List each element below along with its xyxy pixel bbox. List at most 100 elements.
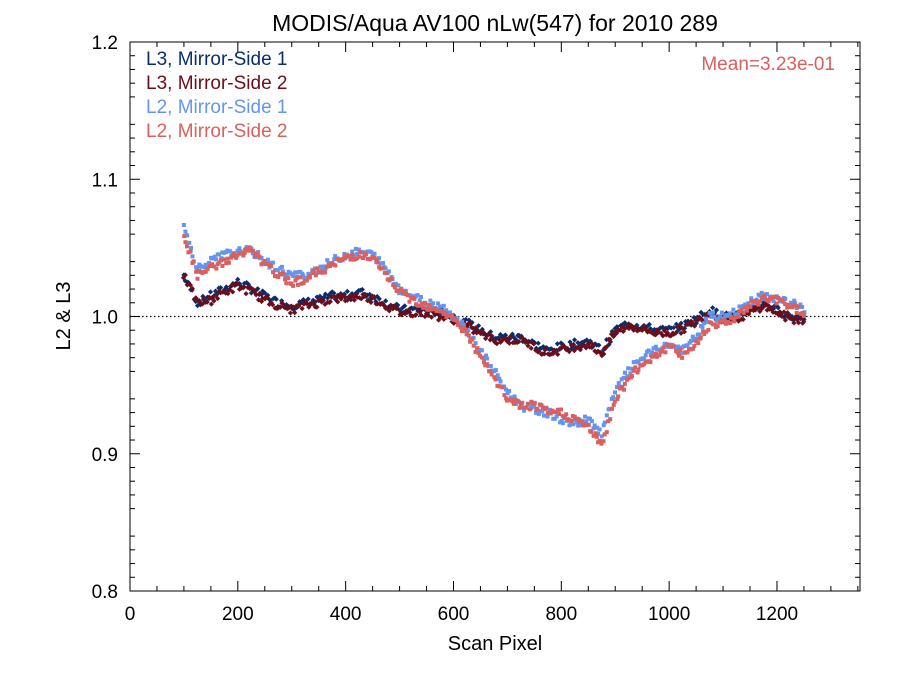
data-point [783,302,788,307]
data-point [412,296,417,301]
data-point [277,271,282,276]
data-point [512,394,517,399]
data-point [636,360,641,365]
data-point [541,351,548,357]
data-point [488,369,493,374]
data-point [540,409,545,414]
data-point [622,320,628,326]
data-point [332,257,337,262]
data-point [698,335,703,340]
data-point [304,278,309,283]
data-point [660,349,665,354]
data-point [456,323,461,328]
data-point [384,271,389,276]
data-point [431,301,436,306]
data-point [306,271,311,276]
data-point [561,344,568,350]
data-point [321,294,327,300]
data-point [306,304,312,310]
data-point [426,307,431,312]
data-point [246,248,251,253]
data-point [764,307,770,313]
data-point [444,308,449,313]
data-point [516,339,522,345]
data-point [691,338,696,343]
data-point [297,301,303,307]
data-point [671,344,676,349]
data-point [756,302,761,307]
data-point [578,344,585,350]
data-point [685,350,690,355]
data-point [566,348,572,355]
data-point [302,278,307,283]
data-point [469,324,475,331]
data-point [758,306,765,312]
data-point [555,351,561,358]
data-point [298,275,303,280]
data-point [427,303,432,308]
data-point [350,293,356,299]
data-point [463,327,468,332]
data-point [283,301,290,308]
data-point [368,299,374,305]
data-point [455,316,460,321]
data-point [552,409,557,414]
data-point [180,275,187,281]
data-point [447,313,452,318]
data-point [482,335,489,342]
data-point [564,412,569,417]
data-point [399,286,404,291]
data-point [485,362,490,367]
data-point [791,302,796,307]
data-point [614,324,620,330]
data-point [571,422,576,427]
data-point [543,346,549,352]
data-point [262,290,268,296]
data-point [569,418,574,423]
data-point [475,323,482,329]
data-point [673,330,679,336]
data-point [626,366,631,371]
data-point [654,347,659,352]
x-tick-label: 1000 [648,604,690,625]
data-point [565,345,571,352]
data-point [450,313,455,318]
data-point [441,303,446,308]
data-point [296,282,301,287]
data-point [485,356,490,361]
data-point [234,255,239,260]
data-point [726,313,731,318]
data-point [602,420,607,425]
data-point [548,411,553,416]
data-point [227,249,232,254]
data-point [235,248,240,253]
data-point [262,258,267,263]
data-point [225,256,230,261]
data-point [531,341,537,347]
data-point [794,317,800,323]
data-point [243,291,249,297]
data-point [639,327,645,333]
data-point [739,307,744,312]
data-point [421,305,426,310]
data-point [610,333,617,340]
data-point [356,295,363,301]
data-point [283,277,288,282]
data-point [747,307,753,314]
data-point [237,246,242,251]
data-point [255,297,262,303]
data-point [558,407,563,412]
data-point [287,310,294,316]
data-point [488,363,493,368]
data-point [461,322,466,327]
data-point [601,351,607,357]
data-point [526,339,532,345]
data-point [409,295,414,300]
data-point [325,258,330,263]
data-point [487,329,494,335]
data-point [388,302,394,308]
data-point [748,304,753,309]
data-point [353,246,358,251]
data-point [391,303,397,309]
data-point [758,299,763,304]
